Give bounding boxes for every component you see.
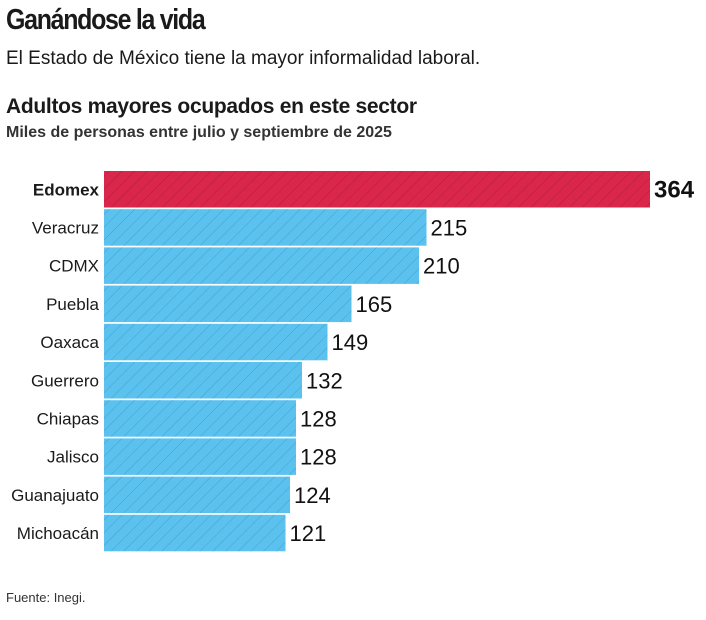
bar-hatch	[104, 362, 302, 399]
bar-hatch	[104, 285, 352, 323]
category-label: Edomex	[33, 180, 100, 199]
category-label: Veracruz	[32, 218, 99, 237]
value-label: 210	[423, 254, 460, 279]
bar-hatch	[104, 476, 290, 514]
value-label: 121	[290, 521, 327, 546]
category-label: CDMX	[49, 257, 99, 276]
bar-hatch	[104, 400, 296, 437]
page-subtitle: El Estado de México tiene la mayor infor…	[6, 48, 481, 69]
category-label: Guanajuato	[11, 486, 99, 505]
page-title: Ganándose la vida	[6, 4, 206, 36]
bar-hatch	[104, 247, 419, 284]
category-label: Guerrero	[31, 371, 99, 390]
value-label: 364	[654, 176, 695, 203]
value-label: 215	[431, 215, 468, 240]
value-label: 149	[332, 330, 369, 355]
bar-hatch	[104, 514, 286, 552]
category-label: Jalisco	[47, 448, 99, 467]
category-label: Chiapas	[37, 409, 99, 428]
value-label: 128	[300, 445, 337, 470]
source-note: Fuente: Inegi.	[6, 590, 86, 605]
value-label: 124	[294, 483, 331, 508]
bar-hatch	[104, 171, 650, 208]
category-label: Michoacán	[17, 524, 99, 543]
chart-subtitle: Miles de personas entre julio y septiemb…	[6, 124, 392, 141]
bar-hatch	[104, 438, 296, 475]
category-label: Puebla	[46, 295, 99, 314]
bar-hatch	[104, 209, 427, 246]
bar-hatch	[104, 323, 328, 361]
value-label: 132	[306, 368, 343, 393]
value-label: 165	[356, 292, 393, 317]
chart-title: Adultos mayores ocupados en este sector	[6, 95, 417, 118]
value-label: 128	[300, 406, 337, 431]
category-label: Oaxaca	[40, 333, 99, 352]
